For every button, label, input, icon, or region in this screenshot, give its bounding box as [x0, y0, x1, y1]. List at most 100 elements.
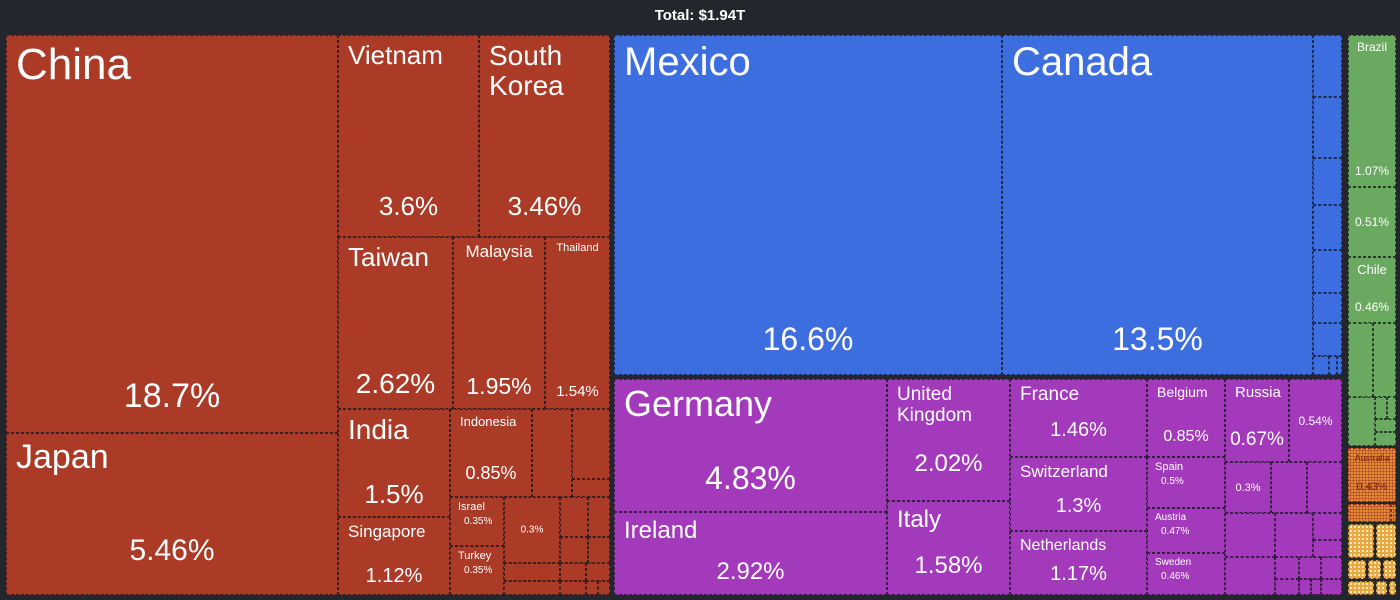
treemap-cell-indonesia[interactable]: Indonesia 0.85% [450, 409, 532, 497]
treemap-cell[interactable] [1329, 356, 1337, 375]
treemap-cell[interactable] [1311, 579, 1321, 595]
treemap-cell[interactable] [1348, 581, 1374, 595]
treemap-cell[interactable] [504, 563, 560, 581]
treemap-cell-taiwan[interactable]: Taiwan 2.62% [338, 237, 453, 409]
treemap-cell-singapore[interactable]: Singapore 1.12% [338, 517, 450, 595]
treemap-cell[interactable] [1373, 323, 1396, 397]
treemap-cell[interactable] [560, 497, 588, 537]
treemap-cell[interactable] [1313, 35, 1342, 97]
cell-value: 1.17% [1050, 563, 1107, 585]
cell-label: Brazil [1356, 40, 1387, 54]
treemap-cell[interactable] [1376, 581, 1387, 595]
treemap-cell-belgium[interactable]: Belgium 0.85% [1147, 379, 1225, 457]
treemap-cell[interactable]: 0.51% [1348, 187, 1396, 257]
cell-value: 13.5% [1112, 321, 1203, 357]
treemap-cell-chile[interactable]: Chile 0.46% [1348, 257, 1396, 323]
treemap-cell[interactable]: 0.3% [504, 497, 560, 563]
treemap-cell[interactable] [1313, 205, 1342, 250]
treemap-cell[interactable] [1391, 504, 1396, 522]
treemap-cell[interactable] [1307, 462, 1342, 513]
treemap-cell-india[interactable]: India 1.5% [338, 409, 450, 517]
treemap-cell[interactable] [1313, 158, 1342, 205]
treemap-cell[interactable] [1313, 323, 1342, 356]
treemap-cell[interactable] [1275, 579, 1299, 595]
cell-label: Sweden [1155, 557, 1192, 568]
treemap-cell[interactable] [560, 563, 586, 581]
cell-value: 0.47% [1161, 525, 1190, 537]
treemap-cell-brazil[interactable]: Brazil 1.07% [1348, 35, 1396, 187]
treemap-cell[interactable] [1313, 356, 1329, 375]
treemap-cell-switzerland[interactable]: Switzerland 1.3% [1010, 457, 1147, 531]
treemap-cell[interactable]: 0.54% [1289, 379, 1342, 462]
treemap-cell[interactable] [504, 581, 560, 595]
treemap-cell[interactable] [1383, 560, 1396, 579]
treemap-cell[interactable] [1313, 513, 1342, 540]
treemap-cell-sweden[interactable]: Sweden 0.46% [1147, 553, 1225, 595]
treemap-cell[interactable] [1313, 540, 1342, 557]
treemap-cell[interactable] [572, 409, 610, 479]
treemap-cell-japan[interactable]: Japan 5.46% [6, 433, 338, 595]
cell-label: India [348, 414, 409, 445]
treemap-cell[interactable] [1375, 419, 1396, 432]
treemap-cell-france[interactable]: France 1.46% [1010, 379, 1147, 457]
treemap-cell[interactable] [1225, 513, 1275, 557]
treemap-cell[interactable] [1313, 293, 1342, 323]
cell-value: 2.62% [355, 368, 436, 399]
treemap-cell-vietnam[interactable]: Vietnam 3.6% [338, 35, 479, 237]
treemap-cell[interactable] [1299, 557, 1321, 579]
treemap-cell[interactable] [1376, 524, 1396, 558]
treemap-cell[interactable] [598, 581, 610, 595]
treemap-cell-mexico[interactable]: Mexico 16.6% [614, 35, 1002, 375]
treemap-cell-australia[interactable]: Australia 0.43% [1348, 448, 1396, 502]
cell-value: 2.92% [716, 558, 785, 585]
treemap-cell[interactable] [1348, 323, 1373, 397]
treemap-cell[interactable] [1313, 250, 1342, 293]
treemap-cell[interactable] [1375, 397, 1387, 419]
treemap-cell[interactable] [560, 581, 586, 595]
treemap-cell-austria[interactable]: Austria 0.47% [1147, 508, 1225, 553]
treemap-cell[interactable] [1348, 504, 1391, 522]
treemap-cell[interactable] [586, 581, 598, 595]
treemap-cell[interactable] [1389, 581, 1396, 595]
treemap-cell-malaysia[interactable]: Malaysia 1.95% [453, 237, 545, 409]
cell-label: Russia [1235, 384, 1281, 401]
treemap-cell[interactable] [1348, 524, 1374, 558]
treemap-cell[interactable] [588, 537, 610, 563]
treemap-cell[interactable] [588, 497, 610, 537]
treemap-cell[interactable] [586, 563, 610, 581]
treemap-cell[interactable] [1368, 560, 1381, 579]
treemap-cell-canada[interactable]: Canada 13.5% [1002, 35, 1313, 375]
treemap-cell-spain[interactable]: Spain 0.5% [1147, 457, 1225, 508]
treemap-cell[interactable] [1321, 579, 1342, 595]
treemap-cell[interactable] [572, 479, 610, 497]
treemap-cell[interactable]: 0.3% [1225, 462, 1271, 513]
treemap-cell[interactable] [1225, 557, 1275, 595]
treemap-cell[interactable] [1299, 579, 1311, 595]
treemap-cell[interactable] [560, 537, 588, 563]
treemap-cell[interactable] [1348, 397, 1375, 446]
treemap-cell-israel[interactable]: Israel 0.35% [450, 497, 504, 546]
treemap-cell-china[interactable]: China 18.7% [6, 35, 338, 433]
treemap-cell[interactable] [1275, 513, 1313, 557]
treemap-cell-thailand[interactable]: Thailand 1.54% [545, 237, 610, 409]
treemap-cell[interactable] [532, 409, 572, 497]
cell-value: 0.3% [520, 524, 544, 536]
treemap-cell[interactable] [1375, 432, 1396, 446]
treemap-cell-germany[interactable]: Germany 4.83% [614, 379, 887, 512]
treemap-cell[interactable] [1275, 557, 1299, 579]
treemap-cell[interactable] [1387, 397, 1396, 419]
treemap-cell[interactable] [1313, 97, 1342, 158]
cell-label: Spain [1155, 461, 1184, 473]
treemap-cell[interactable] [1321, 557, 1342, 579]
treemap-cell-netherlands[interactable]: Netherlands 1.17% [1010, 531, 1147, 595]
treemap-cell[interactable] [1271, 462, 1307, 513]
cell-value: 1.5% [364, 479, 424, 509]
treemap-cell[interactable] [1348, 560, 1366, 579]
treemap-cell-south-korea[interactable]: South Korea 3.46% [479, 35, 610, 237]
treemap-cell-united-kingdom[interactable]: United Kingdom 2.02% [887, 379, 1010, 501]
treemap-cell-ireland[interactable]: Ireland 2.92% [614, 512, 887, 595]
treemap-cell[interactable] [1337, 356, 1342, 375]
treemap-cell-turkey[interactable]: Turkey 0.35% [450, 546, 504, 595]
treemap-cell-russia[interactable]: Russia 0.67% [1225, 379, 1289, 462]
treemap-cell-italy[interactable]: Italy 1.58% [887, 501, 1010, 595]
